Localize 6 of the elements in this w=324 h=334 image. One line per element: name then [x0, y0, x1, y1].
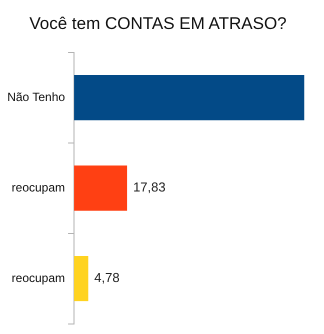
y-tick-label: reocupam: [12, 270, 66, 285]
y-tick-label: Não Tenho: [7, 90, 66, 104]
data-label: 4,78: [94, 270, 120, 286]
y-tick-label: reocupam: [12, 180, 66, 194]
data-label: 17,83: [133, 180, 166, 195]
chart-title: Você tem CONTAS EM ATRASO?: [29, 14, 287, 33]
